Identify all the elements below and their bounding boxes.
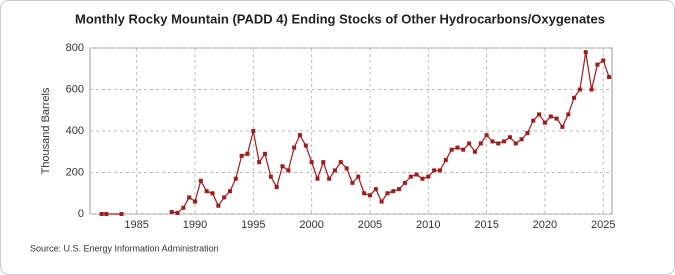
data-point [589,87,594,92]
data-point [104,212,109,216]
x-tick-label: 2015 [474,219,498,231]
data-point [402,180,407,185]
data-point [169,209,174,214]
data-point [432,168,437,173]
data-point [583,50,588,55]
data-point [560,124,565,129]
y-axis-label: Thousand Barrels [40,87,52,174]
data-point [362,191,367,196]
data-point [99,212,104,216]
y-tick-label: 200 [66,166,84,178]
data-point [572,95,577,100]
data-point [426,174,431,179]
data-point [496,141,501,146]
data-point [204,189,209,194]
data-point [467,141,472,146]
data-point [216,203,221,208]
y-tick-label: 600 [66,83,84,95]
data-point [175,210,180,215]
data-point [507,135,512,140]
data-point [490,139,495,144]
data-point [414,172,419,177]
data-point [233,176,238,181]
data-point [502,139,507,144]
data-point [484,133,489,138]
data-point [222,195,227,200]
data-point [472,149,477,154]
y-tick-label: 0 [78,208,84,220]
data-point [251,129,256,133]
data-point [119,212,124,216]
data-point [181,205,186,210]
data-point [531,118,536,123]
data-point [519,137,524,142]
data-point [239,153,244,158]
data-point [385,191,390,196]
x-tick-label: 2010 [416,219,440,231]
x-tick-label: 2005 [358,219,382,231]
data-point [607,75,612,80]
data-point [210,191,215,196]
data-point [548,114,553,119]
y-tick-label: 400 [66,125,84,137]
data-point [461,147,466,152]
data-point [286,168,291,173]
data-point [227,189,232,194]
data-point [262,151,267,156]
data-point [268,174,273,179]
data-point [408,174,413,179]
x-tick-label: 1995 [241,219,265,231]
data-point [595,62,600,67]
data-point [420,176,425,181]
chart-title: Monthly Rocky Mountain (PADD 4) Ending S… [75,11,605,26]
data-point [332,168,337,173]
data-point [601,58,606,63]
data-point [257,160,262,165]
x-tick-label: 1985 [124,219,148,231]
data-point [542,120,547,125]
x-tick-label: 2020 [533,219,557,231]
data-point [192,199,197,204]
data-point [338,160,343,165]
data-point [577,87,582,92]
data-point [327,176,332,181]
data-point [449,147,454,152]
data-point [513,141,518,146]
data-point [280,164,285,169]
data-point [187,195,192,200]
data-point [344,166,349,171]
data-point [274,185,279,190]
data-point [437,168,442,173]
data-point [350,180,355,185]
data-point [297,133,302,138]
data-point [525,131,530,136]
data-point [303,143,308,148]
data-point [455,145,460,150]
data-point [292,145,297,150]
data-point [373,187,378,192]
data-point [309,160,314,165]
data-point [391,189,396,194]
data-point [356,174,361,179]
data-point [566,112,571,117]
data-point [245,151,250,156]
data-point [443,158,448,163]
y-tick-label: 800 [66,42,84,54]
data-point [397,187,402,192]
source: Source: U.S. Energy Information Administ… [30,243,219,253]
data-point [537,112,542,117]
data-point [367,193,372,198]
data-point [478,141,483,146]
x-tick-label: 1990 [183,219,207,231]
data-point [554,116,559,121]
data-point [198,178,203,183]
x-tick-label: 2025 [591,219,615,231]
data-point [379,199,384,204]
data-point [315,176,320,181]
x-tick-label: 2000 [299,219,323,231]
data-point [321,160,326,165]
